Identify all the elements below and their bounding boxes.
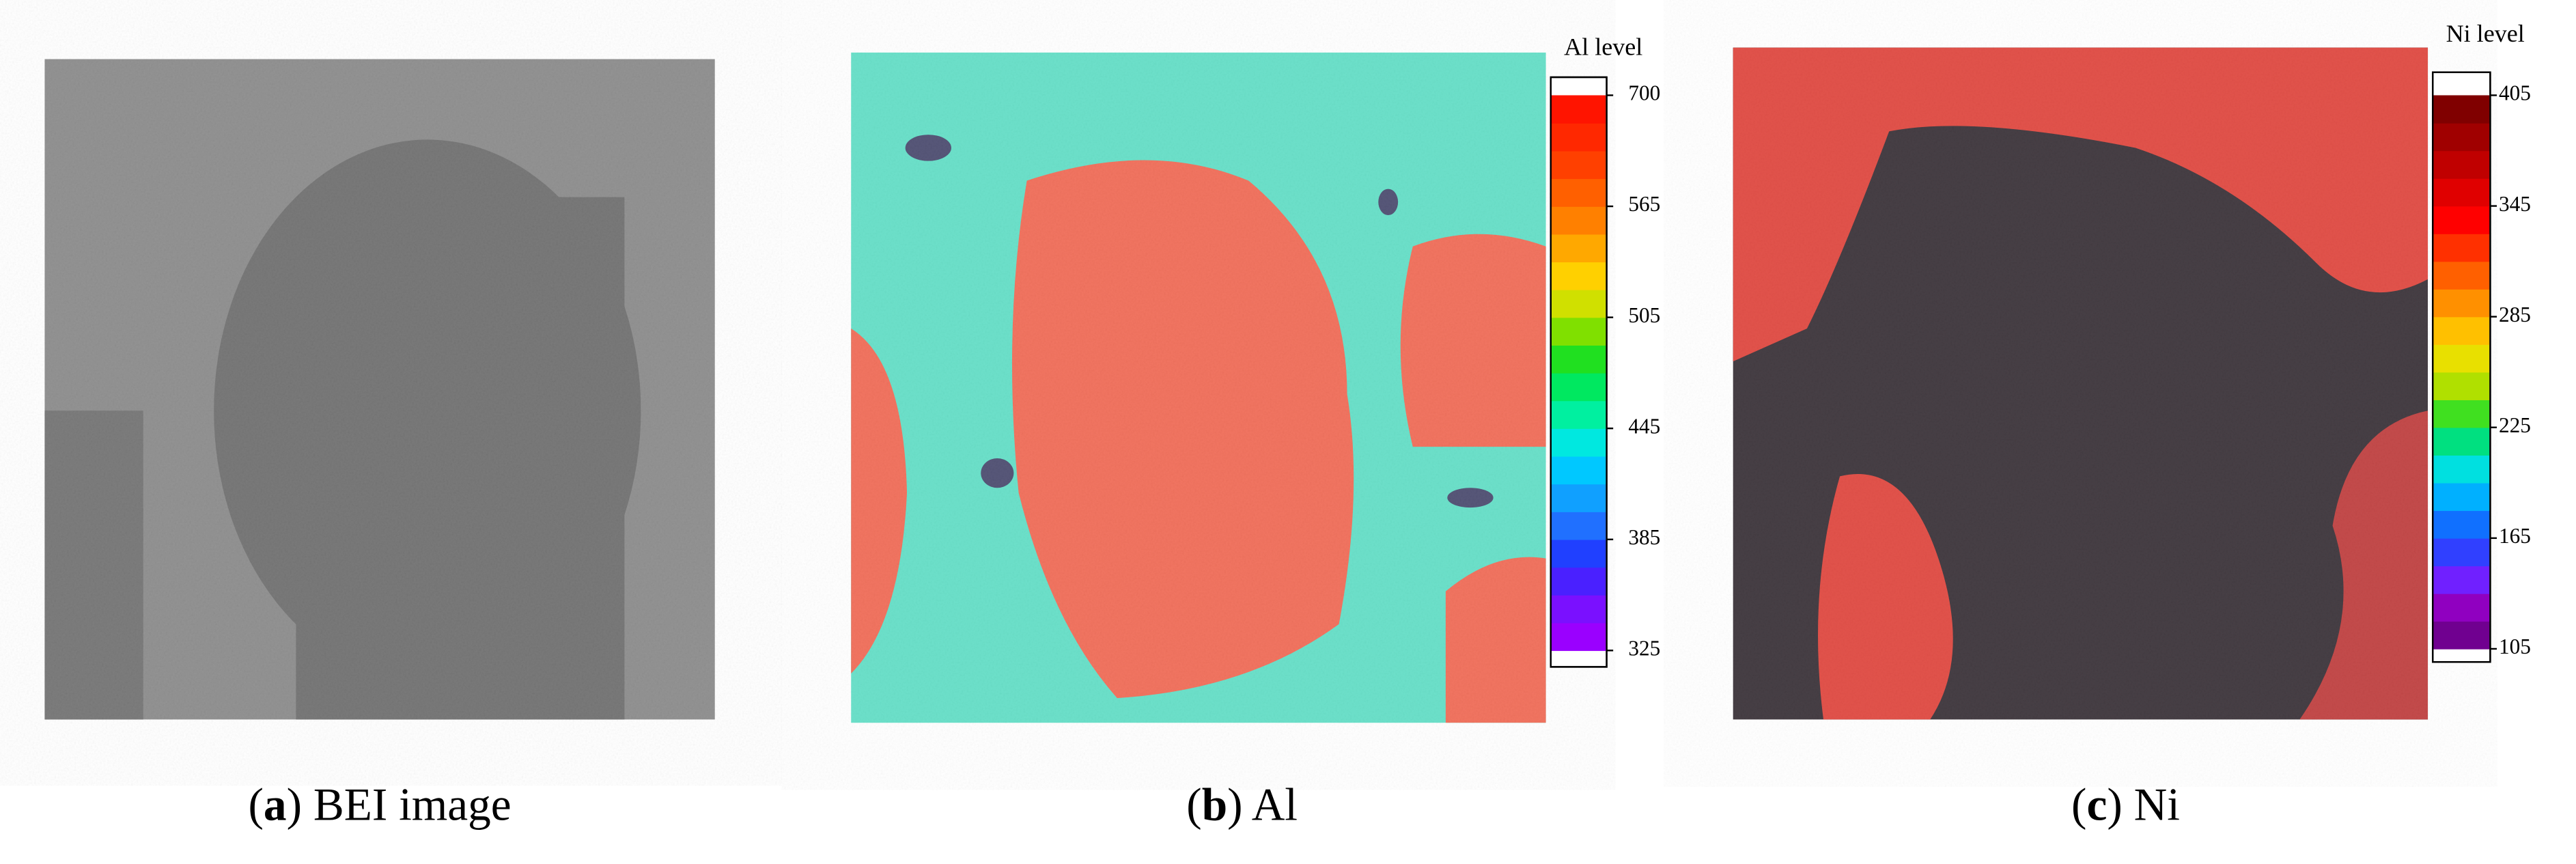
colorbar-step	[2433, 372, 2490, 400]
colorbar-tick-label: 165	[2499, 524, 2531, 548]
colorbar-outline	[2432, 71, 2491, 663]
colorbar-step	[1551, 484, 1606, 512]
colorbar-step	[1551, 95, 1606, 124]
colorbar-step	[1551, 456, 1606, 485]
colorbar-step	[1551, 234, 1606, 263]
colorbar-step	[2433, 178, 2490, 207]
colorbar-step	[2433, 206, 2490, 234]
colorbar-step	[2433, 621, 2490, 650]
caption-part: c	[2086, 779, 2107, 831]
colorbar-tick-label: 285	[2499, 303, 2531, 326]
colorbar-tick-label: 345	[2499, 192, 2531, 216]
colorbar-step	[2433, 427, 2490, 456]
colorbar-step	[1551, 567, 1606, 596]
colorbar-step	[2433, 150, 2490, 179]
colorbar-step	[1551, 150, 1606, 180]
colorbar-step	[2433, 289, 2490, 318]
colorbar-step	[2433, 123, 2490, 152]
colorbar-step	[2433, 538, 2490, 567]
colorbar-step	[2433, 344, 2490, 373]
colorbar-title: Al level	[1564, 33, 1642, 60]
colorbar-tick-label: 385	[1628, 525, 1660, 549]
colorbar-step	[1551, 262, 1606, 290]
colorbar-step	[2433, 234, 2490, 262]
caption-part: ) Al	[1227, 779, 1298, 831]
ni-map	[1733, 47, 2428, 720]
colorbar-step	[2433, 316, 2490, 345]
colorbar-step	[1551, 539, 1606, 568]
caption-part: (	[2071, 779, 2086, 831]
colorbar-step	[1551, 123, 1606, 152]
colorbar-title: Ni level	[2446, 20, 2525, 47]
caption-part: ) BEI image	[287, 779, 512, 831]
colorbar-step	[2433, 455, 2490, 484]
colorbar-step	[1551, 206, 1606, 235]
colorbar-step	[2433, 510, 2490, 539]
al-map	[851, 52, 1546, 723]
caption-part: b	[1202, 779, 1227, 831]
colorbar-tick-label: 325	[1628, 637, 1660, 660]
colorbar-tick-label: 105	[2499, 635, 2531, 658]
bei-image	[44, 59, 715, 720]
caption: (c) Ni	[2071, 779, 2180, 831]
colorbar-step	[1551, 595, 1606, 624]
colorbar-step	[1551, 428, 1606, 457]
colorbar-step	[1551, 622, 1606, 652]
colorbar-step	[1551, 372, 1606, 402]
colorbar-step	[2433, 566, 2490, 594]
colorbar-tick-label: 700	[1628, 81, 1660, 105]
caption-part: (	[248, 779, 263, 831]
colorbar-outline	[1550, 76, 1608, 668]
colorbar-tick-label: 565	[1628, 192, 1660, 216]
colorbar-step	[1551, 400, 1606, 429]
colorbar-tick-label: 225	[2499, 413, 2531, 437]
caption: (a) BEI image	[248, 779, 511, 831]
colorbar-step	[1551, 345, 1606, 374]
colorbar-step	[1551, 178, 1606, 207]
colorbar-step	[1551, 289, 1606, 318]
colorbar-step	[2433, 482, 2490, 512]
colorbar-tick-label: 505	[1628, 303, 1660, 327]
caption-part: ) Ni	[2107, 779, 2180, 831]
caption-part: a	[264, 779, 287, 831]
colorbar-step	[1551, 317, 1606, 346]
colorbar-step	[2433, 593, 2490, 622]
colorbar-step	[2433, 261, 2490, 290]
caption: (b) Al	[1186, 779, 1298, 831]
colorbar-tick-label: 405	[2499, 81, 2531, 105]
colorbar-tick-label: 445	[1628, 414, 1660, 438]
colorbar-step	[1551, 512, 1606, 540]
caption-part: (	[1186, 779, 1201, 831]
colorbar-step	[2433, 95, 2490, 124]
colorbar-step	[2433, 400, 2490, 428]
